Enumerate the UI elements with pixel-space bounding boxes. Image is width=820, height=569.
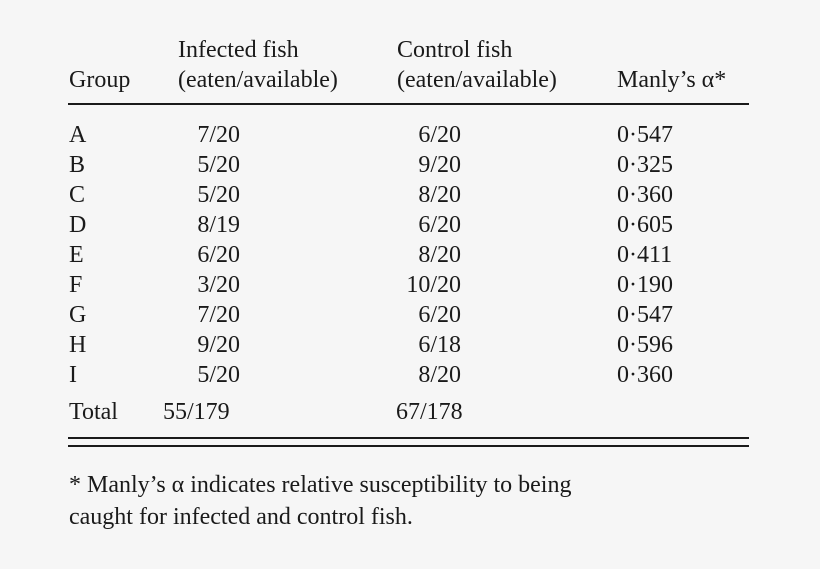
header-infected-line1: Infected fish	[178, 37, 299, 63]
row-group: G	[69, 302, 87, 328]
row-control: 6/20	[418, 212, 461, 238]
row-infected: 7/20	[197, 122, 240, 148]
row-alpha: 0·605	[617, 212, 673, 238]
header-control-line1: Control fish	[397, 37, 513, 63]
row-infected: 5/20	[197, 182, 240, 208]
row-alpha: 0·596	[617, 332, 673, 358]
row-infected: 9/20	[197, 332, 240, 358]
row-control: 6/20	[418, 122, 461, 148]
row-alpha: 0·547	[617, 302, 673, 328]
row-control: 8/20	[418, 242, 461, 268]
row-infected: 5/20	[197, 152, 240, 178]
row-alpha: 0·411	[617, 242, 673, 268]
row-infected: 3/20	[197, 272, 240, 298]
row-infected: 8/19	[197, 212, 240, 238]
row-group: B	[69, 152, 86, 178]
header-rule	[68, 103, 749, 105]
row-control: 10/20	[406, 272, 461, 298]
total-infected: 55/179	[163, 399, 230, 425]
header-manly-alpha: Manly’s α*	[617, 67, 727, 93]
row-group: D	[69, 212, 87, 238]
row-control: 9/20	[418, 152, 461, 178]
row-infected: 6/20	[197, 242, 240, 268]
row-control: 8/20	[418, 362, 461, 388]
total-label: Total	[69, 399, 118, 425]
row-control: 6/20	[418, 302, 461, 328]
row-control: 6/18	[418, 332, 461, 358]
footnote-line2: caught for infected and control fish.	[69, 504, 413, 530]
row-alpha: 0·360	[617, 362, 673, 388]
row-group: C	[69, 182, 86, 208]
row-group: H	[69, 332, 87, 358]
row-alpha: 0·325	[617, 152, 673, 178]
header-infected-line2: (eaten/available)	[178, 67, 338, 93]
row-group: A	[69, 122, 87, 148]
row-alpha: 0·360	[617, 182, 673, 208]
row-infected: 5/20	[197, 362, 240, 388]
row-group: E	[69, 242, 84, 268]
row-infected: 7/20	[197, 302, 240, 328]
total-control: 67/178	[396, 399, 463, 425]
row-alpha: 0·190	[617, 272, 673, 298]
row-group: I	[69, 362, 77, 388]
row-alpha: 0·547	[617, 122, 673, 148]
header-group: Group	[69, 67, 131, 93]
footnote-line1: * Manly’s α indicates relative susceptib…	[69, 472, 572, 498]
row-group: F	[69, 272, 83, 298]
bottom-rule-lower	[68, 445, 749, 447]
row-control: 8/20	[418, 182, 461, 208]
bottom-rule-upper	[68, 437, 749, 439]
header-control-line2: (eaten/available)	[397, 67, 557, 93]
